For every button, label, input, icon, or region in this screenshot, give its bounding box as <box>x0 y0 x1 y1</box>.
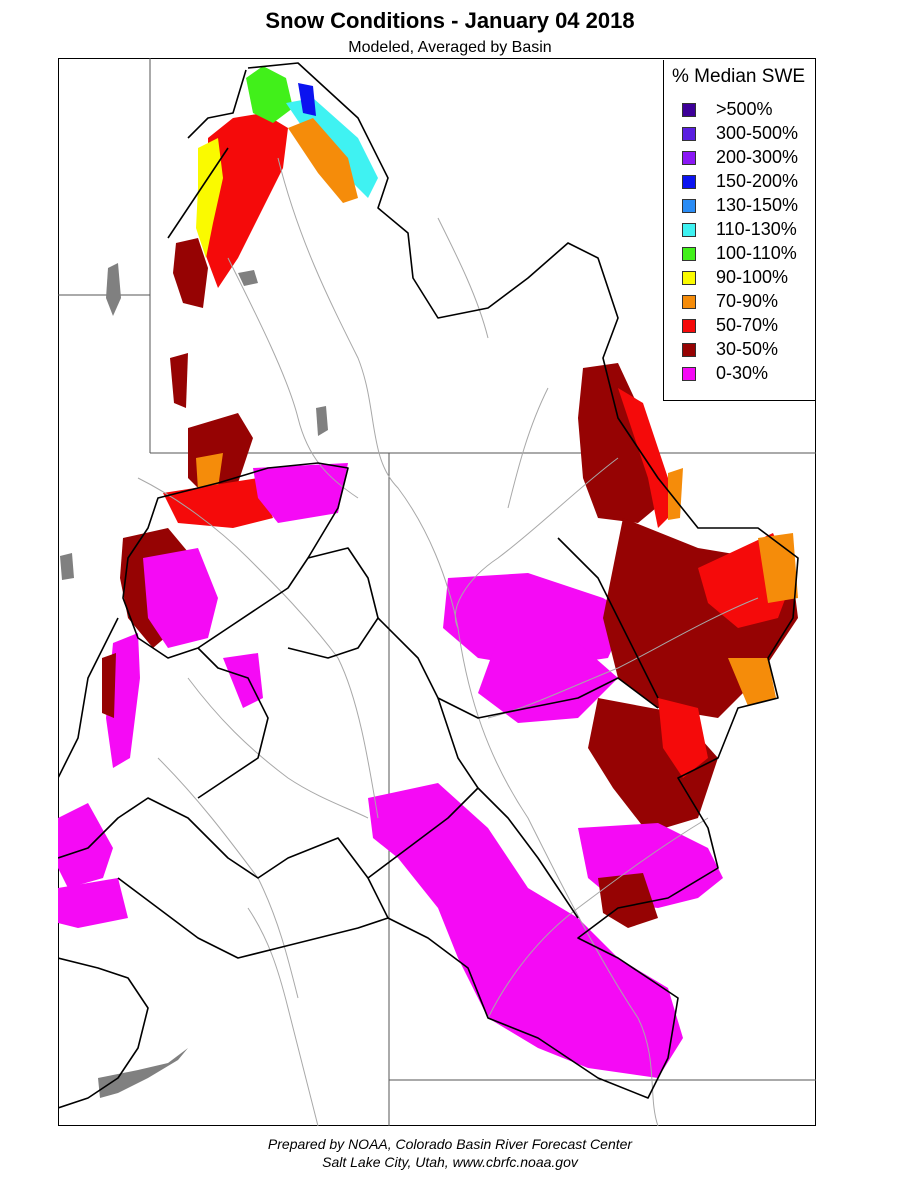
swe-patch-30-50 <box>102 653 116 718</box>
legend-label: 30-50% <box>716 339 779 359</box>
swe-patch-100-110 <box>246 66 293 123</box>
map-legend: % Median SWE >500% 300-500% 200-300% 150… <box>663 60 815 401</box>
legend-label: 70-90% <box>716 291 779 311</box>
legend-swatch <box>682 175 696 189</box>
legend-item-200-300: 200-300% <box>682 147 812 167</box>
swe-patch-0-30 <box>478 638 618 723</box>
legend-label: 110-130% <box>716 219 797 239</box>
legend-swatch <box>682 367 696 381</box>
legend-label: 150-200% <box>716 171 799 191</box>
swe-patch-30-50 <box>598 873 658 928</box>
map-subtitle: Modeled, Averaged by Basin <box>348 39 552 56</box>
credit-line-1: Prepared by NOAA, Colorado Basin River F… <box>267 1136 633 1152</box>
swe-patch-90-100 <box>196 138 223 258</box>
legend-swatch <box>682 343 696 357</box>
legend-swatch <box>682 271 696 285</box>
legend-item-90-100: 90-100% <box>682 267 812 287</box>
legend-swatch <box>682 319 696 333</box>
legend-swatch <box>682 199 696 213</box>
swe-patch-0-30 <box>253 463 348 523</box>
swe-patch-30-50 <box>578 363 668 523</box>
legend-item-70-90: 70-90% <box>682 291 812 311</box>
legend-swatch <box>682 295 696 309</box>
river-network <box>137 157 759 1126</box>
legend-swatch <box>682 223 696 237</box>
legend-title: % Median SWE <box>672 66 806 87</box>
legend-item-50-70: 50-70% <box>682 315 812 335</box>
legend-item-110-130: 110-130% <box>682 219 812 239</box>
legend-item-30-50: 30-50% <box>682 339 812 359</box>
legend-swatch <box>682 247 696 261</box>
legend-item-150-200: 150-200% <box>682 171 812 191</box>
credit-line-2: Salt Lake City, Utah, www.cbrfc.noaa.gov <box>322 1154 578 1170</box>
swe-patch-0-30 <box>368 783 683 1078</box>
swe-patch-0-30 <box>443 573 628 668</box>
water-bodies <box>60 263 328 1098</box>
swe-patch-0-30 <box>448 878 498 938</box>
legend-label: 300-500% <box>716 123 799 143</box>
swe-patch-70-90 <box>196 453 223 490</box>
legend-swatch <box>682 103 696 117</box>
swe-patch-70-90 <box>668 468 683 520</box>
legend-item-100-110: 100-110% <box>682 243 812 263</box>
legend-label: 50-70% <box>716 315 779 335</box>
basin-boundaries <box>58 62 799 1109</box>
swe-patch-30-50 <box>173 238 208 308</box>
swe-patch-50-70 <box>203 113 288 288</box>
legend-item-0-30: 0-30% <box>682 363 812 383</box>
swe-patch-0-30 <box>223 653 263 708</box>
swe-patch-30-50 <box>170 353 188 408</box>
legend-label: 90-100% <box>716 267 789 287</box>
swe-patch-50-70 <box>618 388 678 528</box>
legend-label: >500% <box>716 99 773 119</box>
snow-coverage <box>58 66 798 1078</box>
legend-label: 130-150% <box>716 195 799 215</box>
swe-patch-50-70 <box>658 698 708 778</box>
legend-item-130-150: 130-150% <box>682 195 812 215</box>
swe-patch-150-200 <box>298 83 316 116</box>
legend-label: 200-300% <box>716 147 799 167</box>
legend-label: 0-30% <box>716 363 769 383</box>
legend-item-gt500: >500% <box>682 99 812 119</box>
legend-swatch <box>682 127 696 141</box>
swe-patch-0-30 <box>58 878 128 928</box>
legend-swatch <box>682 151 696 165</box>
swe-patch-0-30 <box>58 803 113 888</box>
legend-label: 100-110% <box>716 243 797 263</box>
swe-patch-0-30 <box>143 548 218 648</box>
legend-item-300-500: 300-500% <box>682 123 812 143</box>
map-title: Snow Conditions - January 04 2018 <box>265 8 635 33</box>
swe-patch-70-90 <box>288 118 358 203</box>
swe-patch-70-90 <box>728 658 776 706</box>
